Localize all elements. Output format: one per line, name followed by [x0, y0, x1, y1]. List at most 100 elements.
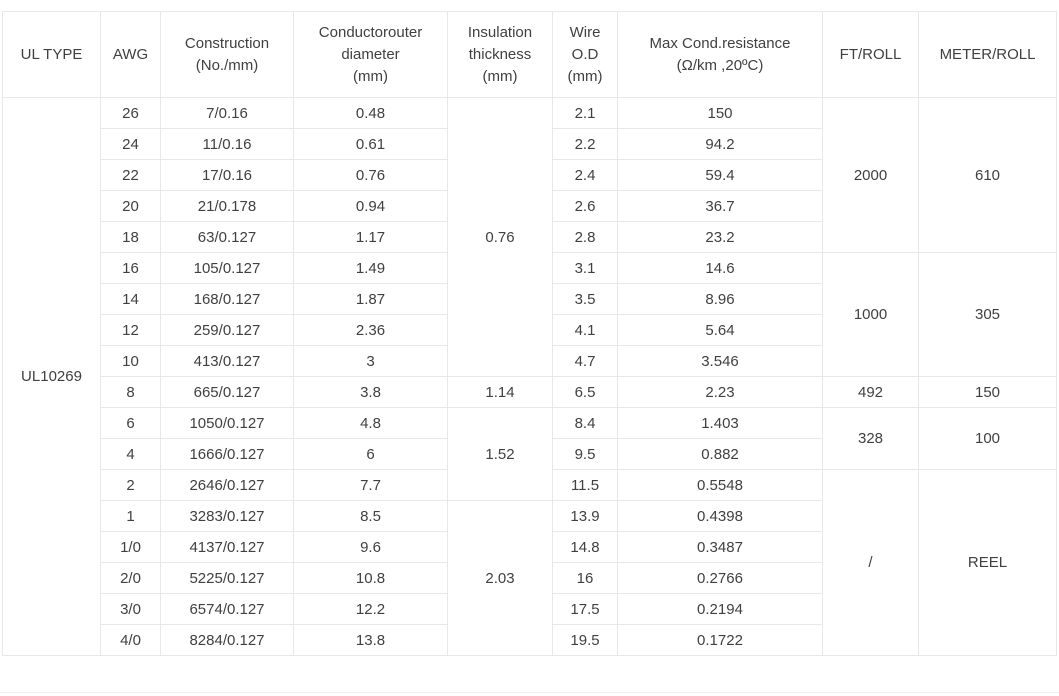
cell-awg: 22 — [100, 159, 161, 191]
cell-awg: 1 — [100, 500, 161, 532]
cell-resistance: 150 — [617, 97, 823, 129]
cell-conductor-diameter: 2.36 — [293, 314, 448, 346]
cell-conductor-diameter: 13.8 — [293, 624, 448, 656]
cell-awg: 1/0 — [100, 531, 161, 563]
cell-conductor-diameter: 4.8 — [293, 407, 448, 439]
cell-construction: 1666/0.127 — [160, 438, 294, 470]
cell-awg: 10 — [100, 345, 161, 377]
header-awg: AWG — [100, 11, 161, 98]
cell-wire-od: 3.5 — [552, 283, 618, 315]
cell-wire-od: 9.5 — [552, 438, 618, 470]
cell-wire-od: 4.1 — [552, 314, 618, 346]
cell-conductor-diameter: 0.61 — [293, 128, 448, 160]
cell-awg: 12 — [100, 314, 161, 346]
cell-awg: 2/0 — [100, 562, 161, 594]
cell-wire-od: 11.5 — [552, 469, 618, 501]
cell-resistance: 59.4 — [617, 159, 823, 191]
cell-awg: 4 — [100, 438, 161, 470]
cell-conductor-diameter: 0.94 — [293, 190, 448, 222]
table-row: 4/0 8284/0.127 13.8 19.5 0.1722 — [3, 624, 1057, 656]
cell-wire-od: 13.9 — [552, 500, 618, 532]
table-row: 1 3283/0.127 8.5 2.03 13.9 0.4398 — [3, 500, 1057, 656]
table-row: 14 168/0.127 1.87 3.5 8.96 — [3, 283, 1057, 315]
cell-conductor-diameter: 1.87 — [293, 283, 448, 315]
cell-construction: 105/0.127 — [160, 252, 294, 284]
table-row: 3/0 6574/0.127 12.2 17.5 0.2194 — [3, 593, 1057, 625]
cell-conductor-diameter: 9.6 — [293, 531, 448, 563]
table-row: 16 105/0.127 1.49 3.1 14.6 1000 305 — [3, 252, 1057, 377]
cell-conductor-diameter: 12.2 — [293, 593, 448, 625]
cell-awg: 14 — [100, 283, 161, 315]
cell-construction: 259/0.127 — [160, 314, 294, 346]
cell-resistance: 5.64 — [617, 314, 823, 346]
cell-wire-od: 4.7 — [552, 345, 618, 377]
cell-insulation-thickness: 1.52 — [447, 407, 553, 501]
cell-construction: 2646/0.127 — [160, 469, 294, 501]
cell-conductor-diameter: 6 — [293, 438, 448, 470]
cell-resistance: 1.403 — [617, 407, 823, 439]
table-row: 22 17/0.16 0.76 2.4 59.4 — [3, 159, 1057, 191]
bottom-divider — [0, 692, 1059, 693]
cell-conductor-diameter: 10.8 — [293, 562, 448, 594]
cell-awg: 26 — [100, 97, 161, 129]
cell-awg: 24 — [100, 128, 161, 160]
cell-conductor-diameter: 1.17 — [293, 221, 448, 253]
cell-resistance: 23.2 — [617, 221, 823, 253]
table-row: 20 21/0.178 0.94 2.6 36.7 — [3, 190, 1057, 222]
cell-wire-od: 2.2 — [552, 128, 618, 160]
table-row: 10 413/0.127 3 4.7 3.546 — [3, 345, 1057, 377]
table-row: 18 63/0.127 1.17 2.8 23.2 — [3, 221, 1057, 253]
cell-construction: 11/0.16 — [160, 128, 294, 160]
header-wire-od: Wire O.D (mm) — [552, 11, 618, 98]
cell-ft-roll: 328 — [822, 407, 919, 470]
cell-conductor-diameter: 7.7 — [293, 469, 448, 501]
cell-construction: 21/0.178 — [160, 190, 294, 222]
cell-meter-roll: 610 — [918, 97, 1057, 253]
cell-conductor-diameter: 8.5 — [293, 500, 448, 532]
cell-wire-od: 14.8 — [552, 531, 618, 563]
cell-wire-od: 2.6 — [552, 190, 618, 222]
cell-resistance: 0.2766 — [617, 562, 823, 594]
cell-wire-od: 19.5 — [552, 624, 618, 656]
cell-resistance: 0.3487 — [617, 531, 823, 563]
cell-wire-od: 2.8 — [552, 221, 618, 253]
table-row: 2 2646/0.127 7.7 11.5 0.5548/REEL — [3, 469, 1057, 656]
wire-spec-table: UL TYPE AWG Construction (No./mm) Conduc… — [2, 11, 1057, 656]
cell-wire-od: 16 — [552, 562, 618, 594]
cell-awg: 3/0 — [100, 593, 161, 625]
cell-resistance: 0.5548 — [617, 469, 823, 501]
cell-resistance: 36.7 — [617, 190, 823, 222]
table-body: UL10269 26 7/0.16 0.48 0.76 2.1 150 2000 610 24 11… — [2, 97, 1057, 656]
cell-wire-od: 3.1 — [552, 252, 618, 284]
cell-wire-od: 17.5 — [552, 593, 618, 625]
cell-insulation-thickness: 2.03 — [447, 500, 553, 656]
cell-construction: 3283/0.127 — [160, 500, 294, 532]
cell-construction: 413/0.127 — [160, 345, 294, 377]
cell-insulation-thickness: 1.14 — [447, 376, 553, 408]
header-max-resistance: Max Cond.resistance (Ω/km ,20ºC) — [617, 11, 823, 98]
cell-ft-roll: / — [822, 469, 919, 656]
cell-ft-roll: 1000 — [822, 252, 919, 377]
header-construction: Construction (No./mm) — [160, 11, 294, 98]
cell-resistance: 8.96 — [617, 283, 823, 315]
cell-awg: 6 — [100, 407, 161, 439]
table-row: 8 665/0.127 3.8 1.14 6.5 2.23 492 150 — [3, 376, 1057, 408]
cell-resistance: 3.546 — [617, 345, 823, 377]
header-ul-type: UL TYPE — [2, 11, 101, 98]
cell-wire-od: 2.1 — [552, 97, 618, 129]
cell-awg: 20 — [100, 190, 161, 222]
cell-resistance: 94.2 — [617, 128, 823, 160]
cell-ul-type: UL10269 — [2, 97, 101, 656]
table-row: 1/0 4137/0.127 9.6 14.8 0.3487 — [3, 531, 1057, 563]
header-conductor-diameter: Conductorouter diameter (mm) — [293, 11, 448, 98]
cell-construction: 17/0.16 — [160, 159, 294, 191]
cell-meter-roll: 150 — [918, 376, 1057, 408]
cell-construction: 6574/0.127 — [160, 593, 294, 625]
cell-insulation-thickness: 0.76 — [447, 97, 553, 377]
header-meter-roll: METER/ROLL — [918, 11, 1057, 98]
cell-wire-od: 6.5 — [552, 376, 618, 408]
cell-awg: 2 — [100, 469, 161, 501]
cell-construction: 1050/0.127 — [160, 407, 294, 439]
header-insulation-thickness: Insulation thickness (mm) — [447, 11, 553, 98]
cell-ft-roll: 2000 — [822, 97, 919, 253]
